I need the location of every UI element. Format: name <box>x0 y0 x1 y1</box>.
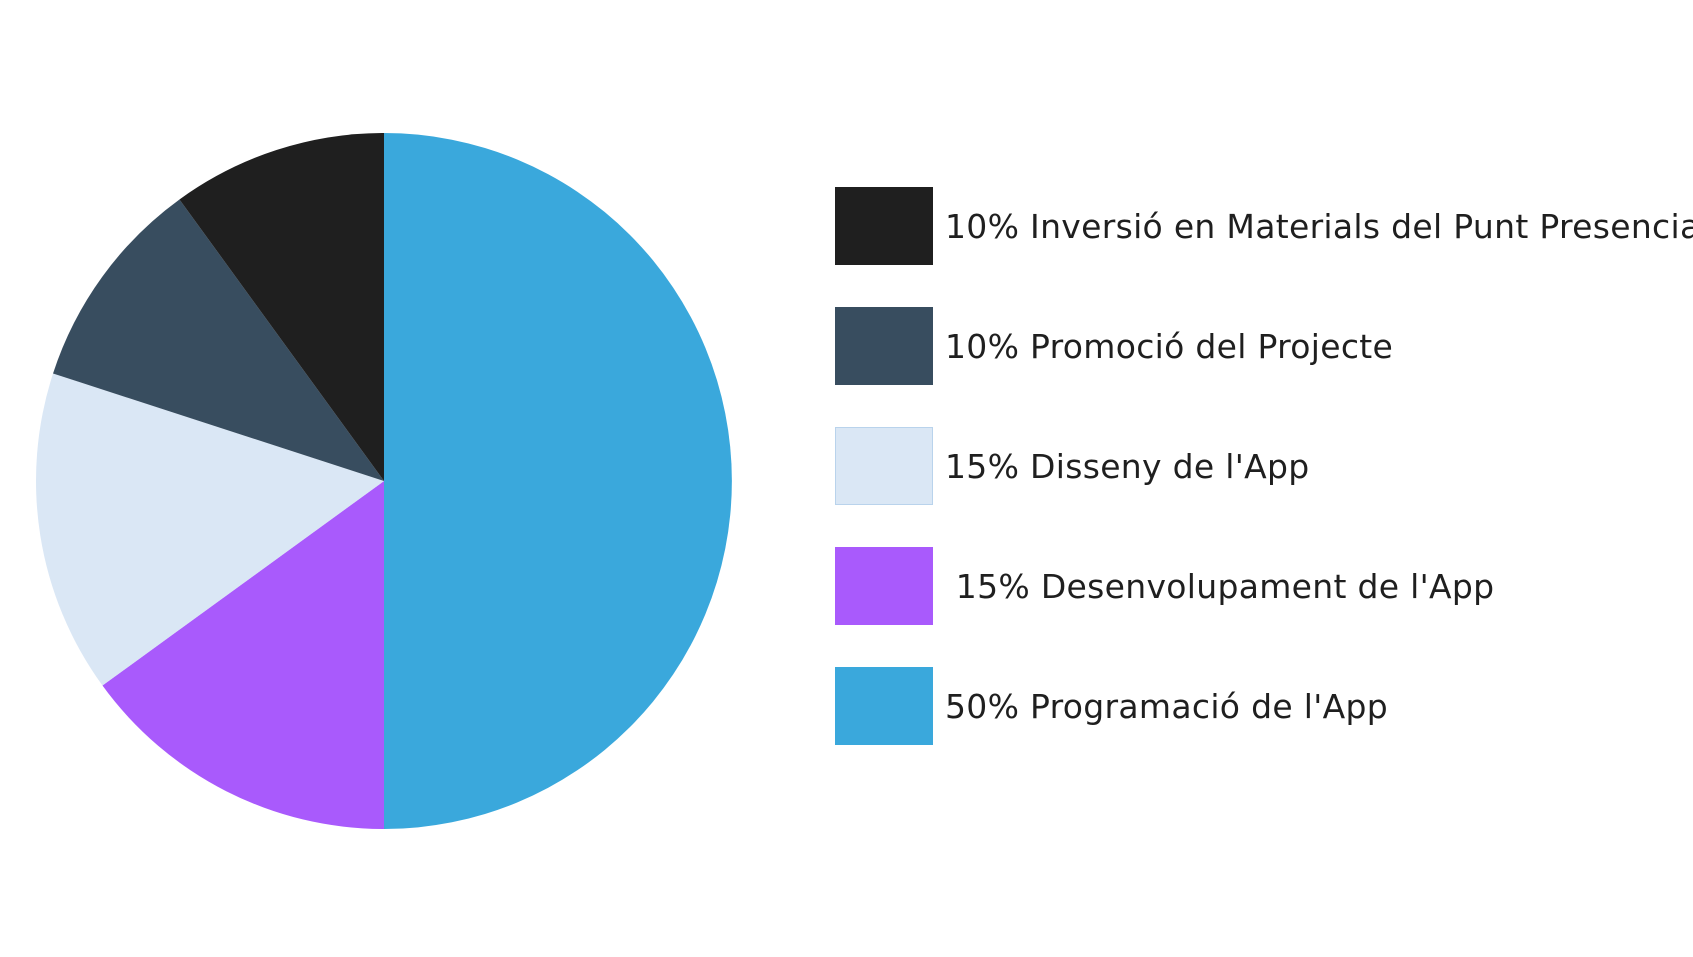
legend-label-3: 10% Promoció del Projecte <box>945 326 1394 366</box>
legend-item-3: 10% Promoció del Projecte <box>835 306 1393 386</box>
pie-slice-1 <box>102 481 384 829</box>
legend-swatch-4 <box>835 187 933 265</box>
legend-item-4: 10% Inversió en Materials del Punt Prese… <box>835 186 1693 266</box>
legend-swatch-2 <box>835 427 933 505</box>
legend-item-0: 50% Programació de l'App <box>835 666 1388 746</box>
legend-label-2: 15% Disseny de l'App <box>945 446 1310 486</box>
legend-swatch-0 <box>835 667 933 745</box>
legend-label-1: 15% Desenvolupament de l'App <box>945 566 1495 606</box>
legend-swatch-1 <box>835 547 933 625</box>
pie-slice-2 <box>36 373 385 686</box>
pie-slice-3 <box>53 199 384 481</box>
legend-item-1: 15% Desenvolupament de l'App <box>835 546 1494 626</box>
legend-item-2: 15% Disseny de l'App <box>835 426 1310 506</box>
pie-slice-4 <box>179 133 384 481</box>
legend-swatch-3 <box>835 307 933 385</box>
legend-label-0: 50% Programació de l'App <box>945 686 1388 726</box>
pie-slice-0 <box>384 133 732 829</box>
legend-label-4: 10% Inversió en Materials del Punt Prese… <box>945 206 1693 246</box>
